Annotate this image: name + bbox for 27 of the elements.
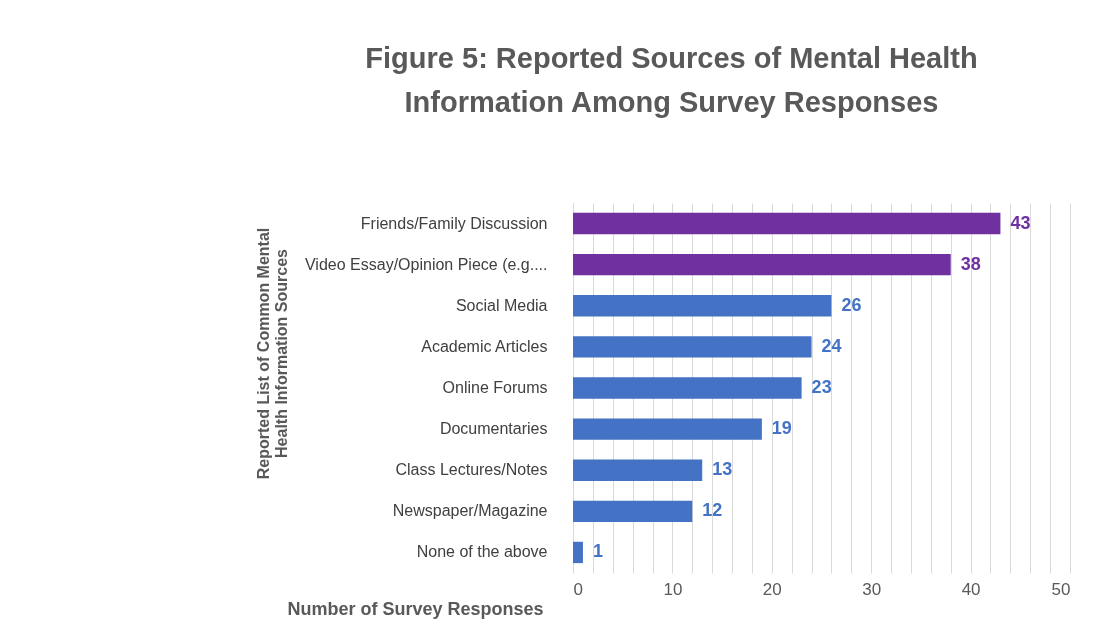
x-tick-label: 10 <box>663 579 683 599</box>
x-tick-label: 50 <box>1051 579 1071 599</box>
y-axis-title: Reported List of Common Mental Health Information Sources <box>254 227 290 480</box>
data-label: 24 <box>821 335 842 356</box>
x-tick-label: 30 <box>862 579 882 599</box>
data-label: 38 <box>960 253 981 274</box>
data-label: 43 <box>1010 212 1031 233</box>
y-tick-label: Documentaries <box>439 420 548 438</box>
x-axis-title: Number of Survey Responses <box>287 598 544 619</box>
data-label: 19 <box>771 418 792 439</box>
x-tick-label: 0 <box>573 579 583 599</box>
data-label: 13 <box>712 459 733 480</box>
y-tick-label: Video Essay/Opinion Piece (e.g.... <box>304 255 548 273</box>
y-tick-label: Online Forums <box>442 379 548 396</box>
chart-title: Figure 5: Reported Sources of Mental Health Information Among Survey Responses <box>365 42 978 118</box>
y-tick-label: Academic Articles <box>421 337 548 355</box>
data-label: 23 <box>811 377 832 397</box>
y-tick-label: Newspaper/Magazine <box>392 502 548 520</box>
y-tick-label: Social Media <box>455 296 548 314</box>
y-tick-label: None of the above <box>416 543 548 561</box>
data-label: 12 <box>702 500 723 521</box>
data-label: 1 <box>592 541 603 562</box>
y-tick-label: Friends/Family Discussion <box>360 214 548 232</box>
x-tick-label: 20 <box>762 579 782 599</box>
x-tick-label: 40 <box>961 579 981 599</box>
y-tick-label: Class Lectures/Notes <box>395 461 548 479</box>
data-label: 26 <box>841 294 862 315</box>
